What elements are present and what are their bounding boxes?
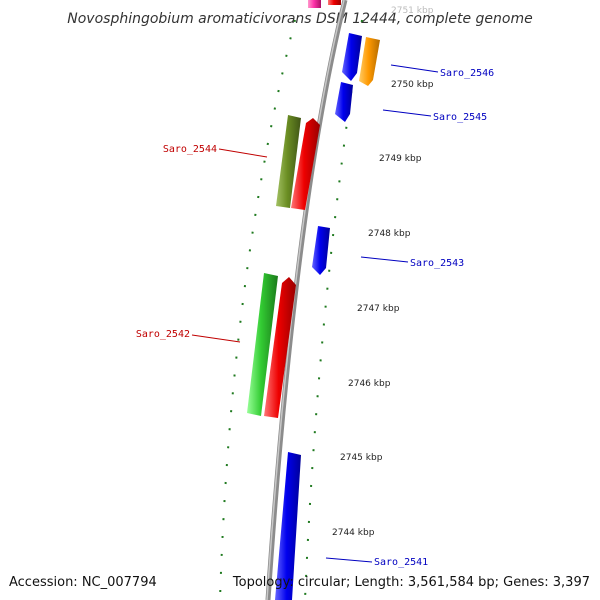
genome-backbone	[265, 0, 348, 600]
scale-label-2745: 2745 kbp	[340, 453, 383, 463]
scale-label-2748: 2748 kbp	[368, 229, 411, 239]
scale-label-2746: 2746 kbp	[348, 379, 391, 389]
leader-line-saro-2544	[218, 148, 268, 158]
leader-line-saro-2542	[191, 334, 241, 343]
leader-line-saro-2546	[390, 64, 439, 73]
accession-text: Accession: NC_007794	[9, 575, 157, 590]
leader-line-saro-2545	[382, 109, 432, 117]
scale-label-2750: 2750 kbp	[391, 80, 434, 90]
leader-line-saro-2543	[360, 256, 409, 263]
gene-feature-saro-2543	[312, 226, 330, 275]
gene-feature-red-top	[328, 0, 341, 5]
gene-feature-orange	[359, 37, 380, 86]
gene-label-saro-2541: Saro_2541	[374, 557, 428, 568]
gene-label-saro-2545: Saro_2545	[433, 112, 487, 123]
map-title: Novosphingobium aromaticivorans DSM 1244…	[67, 11, 532, 27]
scale-label-2751: 2751 kbp	[391, 6, 434, 16]
gene-feature-saro-2544	[276, 115, 301, 208]
genome-backbone-highlight	[266, 0, 345, 600]
gene-label-saro-2544: Saro_2544	[163, 144, 217, 155]
gene-feature-red-2	[264, 277, 296, 418]
scale-label-2749: 2749 kbp	[379, 154, 422, 164]
gene-feature-pink-top	[308, 0, 321, 8]
gene-label-saro-2542: Saro_2542	[136, 329, 190, 340]
leader-line-saro-2541	[325, 557, 373, 563]
topology-text: Topology: circular; Length: 3,561,584 bp…	[232, 575, 590, 590]
gene-feature-saro-2545	[335, 82, 353, 122]
gene-feature-saro-2541	[275, 452, 301, 600]
gene-feature-red-1	[291, 118, 320, 210]
outer-tick-ring	[304, 19, 363, 600]
gene-label-saro-2546: Saro_2546	[440, 68, 494, 79]
gene-label-saro-2543: Saro_2543	[410, 258, 464, 269]
gene-feature-saro-2542	[247, 273, 278, 416]
scale-label-2744: 2744 kbp	[332, 528, 375, 538]
scale-label-2747: 2747 kbp	[357, 304, 400, 314]
gene-feature-saro-2546	[342, 33, 362, 81]
